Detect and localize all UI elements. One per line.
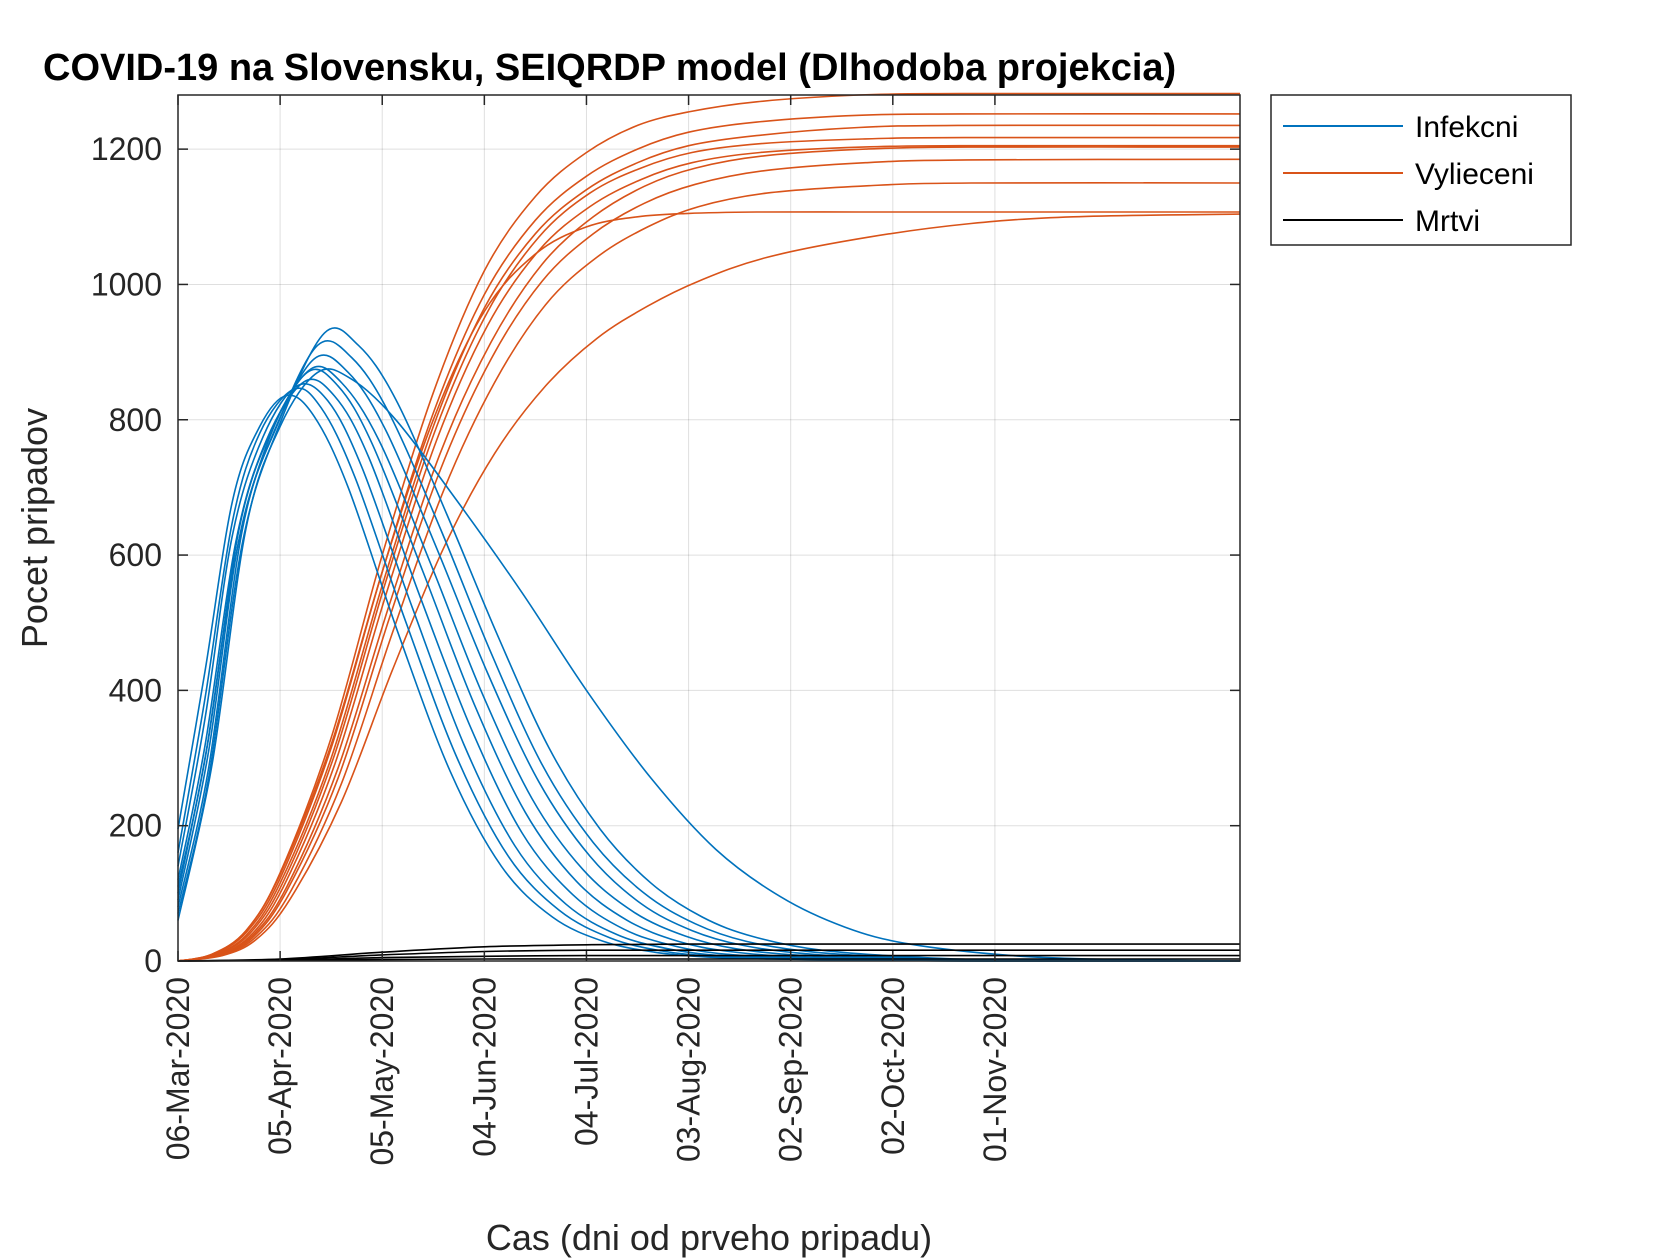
tick-marks	[177, 95, 1240, 962]
x-tick-label: 05-May-2020	[364, 977, 400, 1166]
x-tick-label: 01-Nov-2020	[977, 977, 1013, 1162]
series-line-mrtvi	[177, 949, 1240, 962]
x-axis-label: Cas (dni od prveho pripadu)	[486, 1217, 932, 1258]
x-tick-labels: 06-Mar-2020 05-Apr-2020 05-May-2020 04-Jun-…	[160, 977, 1013, 1166]
x-tick-label: 05-Apr-2020	[262, 977, 298, 1155]
plot-area	[178, 95, 1240, 961]
legend-label-mrtvi: Mrtvi	[1415, 205, 1480, 238]
series-line-mrtvi	[177, 958, 1240, 962]
series-line-mrtvi	[177, 943, 1240, 962]
y-tick-label: 400	[109, 672, 162, 708]
y-axis-label: Pocet pripadov	[14, 408, 55, 648]
series-line-vylieceni	[177, 181, 1241, 962]
x-tick-label: 04-Jun-2020	[466, 977, 502, 1157]
series-line-vylieceni	[177, 136, 1241, 962]
x-tick-label: 02-Oct-2020	[875, 977, 911, 1155]
series-line-vylieceni	[177, 213, 1241, 962]
y-tick-labels: 0 200 400 600 800 1000 1200	[91, 131, 162, 979]
legend-label-infekcni: Infekcni	[1415, 111, 1518, 144]
series-line-vylieceni	[177, 124, 1241, 962]
axes-box	[177, 94, 1241, 962]
x-tick-label: 03-Aug-2020	[671, 977, 707, 1162]
y-tick-label: 200	[109, 808, 162, 844]
y-tick-label: 1200	[91, 131, 162, 167]
y-tick-label: 1000	[91, 266, 162, 302]
x-tick-label: 04-Jul-2020	[568, 977, 604, 1146]
x-tick-label: 02-Sep-2020	[773, 977, 809, 1162]
series-line-vylieceni	[177, 211, 1240, 962]
series-line-vylieceni	[177, 146, 1241, 962]
y-tick-label: 600	[109, 537, 162, 573]
series-line-vylieceni	[177, 144, 1241, 962]
y-tick-label: 800	[109, 402, 162, 438]
y-tick-label: 0	[144, 943, 162, 979]
series-layer	[177, 92, 1241, 962]
x-tick-label: 06-Mar-2020	[160, 977, 196, 1160]
series-line-vylieceni	[177, 113, 1241, 962]
series-line-infekcni	[177, 368, 1241, 962]
legend-label-vylieceni: Vylieceni	[1415, 158, 1534, 191]
chart-title: COVID-19 na Slovensku, SEIQRDP model (Dl…	[43, 47, 1176, 89]
legend: Infekcni Vylieceni Mrtvi	[1270, 94, 1572, 246]
series-line-vylieceni	[177, 158, 1241, 962]
